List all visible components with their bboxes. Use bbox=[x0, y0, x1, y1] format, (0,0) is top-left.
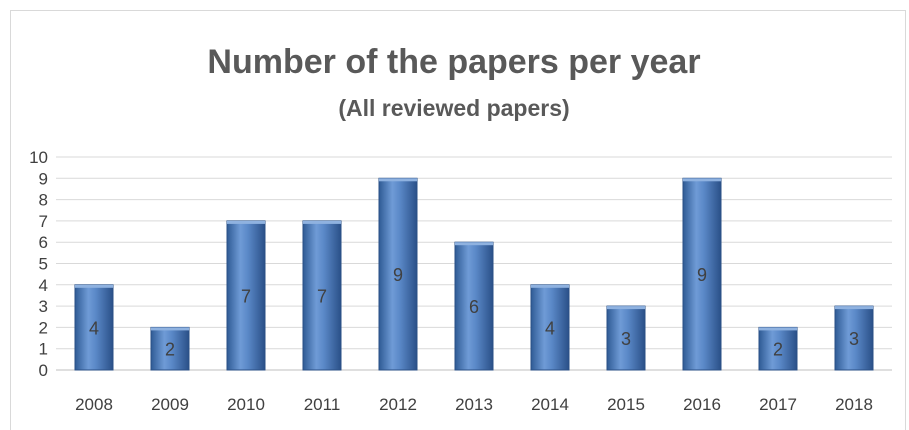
y-tick-label: 7 bbox=[39, 212, 48, 231]
chart-frame bbox=[10, 10, 906, 430]
x-axis-ticks: 2008 2009 2010 2011 2012 2013 2014 2015 2016 2017… bbox=[75, 395, 873, 414]
y-tick-label: 3 bbox=[39, 297, 48, 316]
bar-top-highlight bbox=[227, 220, 265, 224]
data-label: 2 bbox=[165, 340, 175, 360]
bar-top-highlight bbox=[835, 306, 873, 310]
data-label: 9 bbox=[393, 265, 403, 285]
y-tick-label: 5 bbox=[39, 255, 48, 274]
chart-title: Number of the papers per year bbox=[207, 43, 700, 81]
y-tick-label: 6 bbox=[39, 233, 48, 252]
bar-top-highlight bbox=[455, 242, 493, 246]
bar bbox=[530, 284, 570, 371]
data-label: 4 bbox=[89, 318, 99, 338]
data-label: 9 bbox=[697, 265, 707, 285]
x-tick-label: 2011 bbox=[304, 395, 341, 414]
data-label: 2 bbox=[773, 340, 783, 360]
bar-top-highlight bbox=[531, 284, 569, 288]
y-axis-ticks: 0 1 2 3 4 5 6 7 8 9 10 bbox=[29, 148, 48, 380]
y-tick-label: 0 bbox=[39, 361, 48, 380]
y-tick-label: 4 bbox=[39, 276, 48, 295]
data-label: 6 bbox=[469, 297, 479, 317]
bar bbox=[606, 305, 646, 371]
x-tick-label: 2009 bbox=[151, 395, 189, 414]
y-tick-label: 8 bbox=[39, 191, 48, 210]
bar bbox=[74, 284, 114, 371]
x-tick-label: 2016 bbox=[683, 395, 721, 414]
bar-top-highlight bbox=[151, 327, 189, 331]
bar-top-highlight bbox=[607, 306, 645, 310]
x-tick-label: 2013 bbox=[455, 395, 493, 414]
data-label: 3 bbox=[621, 329, 631, 349]
bars: 4 2 7 7 9 6 4 3 9 2 3 bbox=[74, 177, 874, 371]
chart-subtitle: (All reviewed papers) bbox=[338, 95, 569, 121]
y-tick-label: 9 bbox=[39, 169, 48, 188]
data-label: 7 bbox=[241, 286, 251, 306]
y-tick-label: 10 bbox=[29, 148, 48, 167]
bar bbox=[758, 326, 798, 371]
x-tick-label: 2017 bbox=[759, 395, 797, 414]
bar bbox=[378, 177, 418, 371]
x-tick-label: 2012 bbox=[379, 395, 417, 414]
bar bbox=[834, 305, 874, 371]
bar-top-highlight bbox=[303, 220, 341, 224]
bar-top-highlight bbox=[75, 284, 113, 288]
x-tick-label: 2010 bbox=[227, 395, 265, 414]
data-label: 3 bbox=[849, 329, 859, 349]
y-tick-label: 2 bbox=[39, 318, 48, 337]
data-label: 4 bbox=[545, 318, 555, 338]
bar-top-highlight bbox=[683, 178, 721, 182]
x-tick-label: 2015 bbox=[607, 395, 645, 414]
y-tick-label: 1 bbox=[39, 340, 48, 359]
bar bbox=[454, 241, 494, 371]
x-tick-label: 2018 bbox=[835, 395, 873, 414]
x-tick-label: 2014 bbox=[531, 395, 569, 414]
bar-top-highlight bbox=[759, 327, 797, 331]
x-tick-label: 2008 bbox=[75, 395, 113, 414]
bar-top-highlight bbox=[379, 178, 417, 182]
data-label: 7 bbox=[317, 286, 327, 306]
